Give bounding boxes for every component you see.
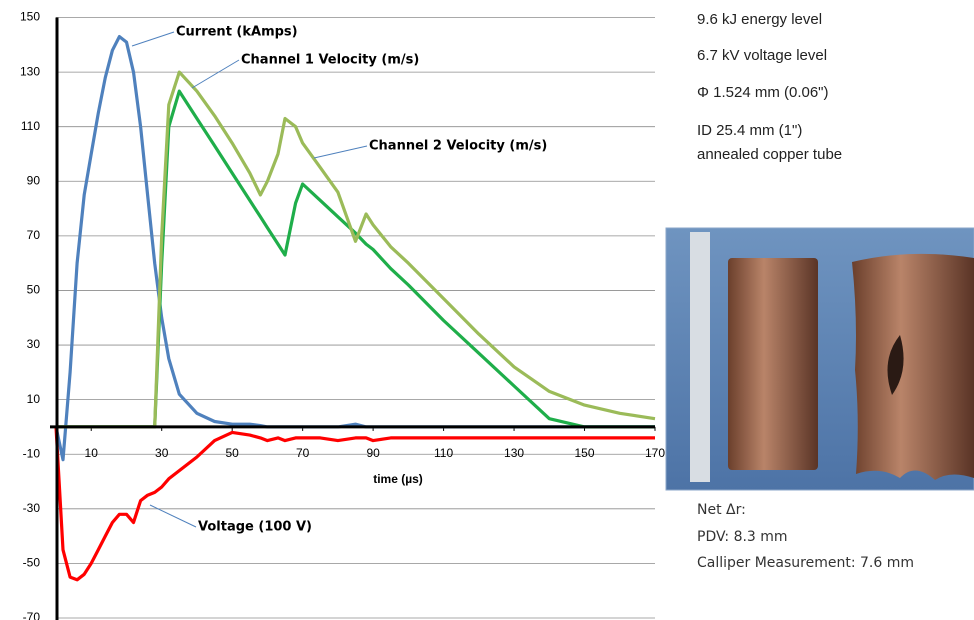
annotation: Channel 1 Velocity (m/s): [241, 53, 419, 68]
series-line: [56, 89, 655, 429]
series-line: [54, 426, 655, 582]
series-line: [56, 70, 656, 429]
y-tick-label: 30: [27, 337, 41, 351]
annotations: Current (kAmps) Channel 1 Velocity (m/s)…: [131, 25, 547, 535]
x-tick-label: 170: [645, 446, 665, 460]
annotation-arrow: [191, 59, 240, 89]
caption-line: PDV: 8.3 mm: [697, 529, 788, 545]
ruler: [690, 232, 710, 482]
y-tick-label: 70: [27, 228, 41, 242]
note: Φ 1.524 mm (0.06"): [697, 84, 829, 101]
y-tick-label: 130: [20, 64, 40, 78]
y-tick-label: 110: [21, 119, 40, 133]
x-tick-label: 70: [296, 446, 310, 460]
caption-line: Net Δr:: [697, 502, 746, 518]
photo-caption: Net Δr: PDV: 8.3 mm Calliper Measurement…: [697, 502, 914, 571]
plot-area: -70 -50 -30 -10 10 30 50 70 90 110 130 150 10 30 50 70 9…: [20, 10, 665, 620]
annotation: Current (kAmps): [176, 25, 298, 40]
x-tick-label: 90: [366, 446, 380, 460]
notes: 9.6 kJ energy level 6.7 kV voltage level…: [697, 11, 842, 163]
annotation: Channel 2 Velocity (m/s): [369, 139, 547, 154]
caption-line: Calliper Measurement: 7.6 mm: [697, 555, 914, 571]
y-tick-label: 150: [20, 10, 40, 24]
y-tick-label: 10: [27, 392, 41, 406]
x-tick-label: 30: [155, 446, 169, 460]
tube-rupture: [887, 335, 904, 395]
y-tick-label: -70: [23, 610, 41, 620]
tube-original: [728, 258, 818, 470]
y-tick-label: -30: [23, 501, 41, 515]
x-tick-label: 50: [225, 446, 239, 460]
annotation-arrow: [131, 31, 175, 47]
note: 6.7 kV voltage level: [697, 47, 827, 64]
note: 9.6 kJ energy level: [697, 11, 822, 28]
y-tick-label: -10: [23, 446, 41, 460]
photo: [665, 227, 974, 491]
y-tick-label: -50: [23, 556, 41, 570]
y-tick-label: 50: [27, 283, 41, 297]
y-tick-label: 90: [27, 173, 41, 187]
x-tick-label: 130: [504, 446, 524, 460]
annotation: Voltage (100 V): [198, 520, 312, 535]
tube-deformed: [852, 253, 974, 480]
x-axis-label: time (µs): [373, 472, 423, 486]
note: annealed copper tube: [697, 146, 842, 163]
x-tick-label: 150: [575, 446, 595, 460]
note: ID 25.4 mm (1"): [697, 122, 802, 139]
annotation-arrow: [313, 145, 368, 159]
x-tick-label: 10: [85, 446, 99, 460]
x-tick-label: 110: [434, 446, 453, 460]
annotation-arrow: [149, 504, 197, 528]
